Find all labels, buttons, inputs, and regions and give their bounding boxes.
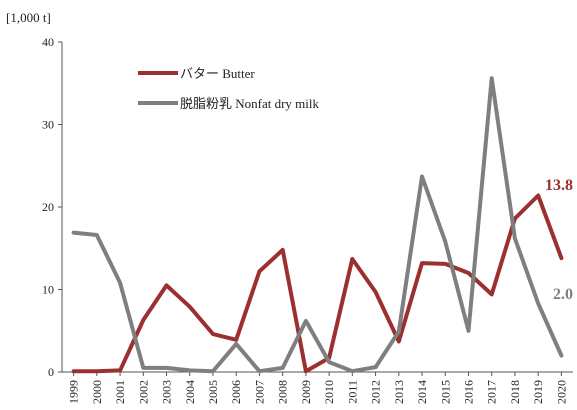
x-tick-label: 2019: [531, 380, 545, 404]
y-tick-label: 30: [42, 118, 54, 132]
legend-label-0: バター Butter: [180, 66, 255, 81]
x-tick-label: 2002: [136, 380, 150, 404]
x-tick-label: 2007: [252, 380, 266, 404]
y-tick-label: 20: [42, 200, 54, 214]
x-tick-label: 2006: [229, 380, 243, 404]
x-tick-label: 2010: [322, 380, 336, 404]
x-tick-label: 2003: [160, 380, 174, 404]
x-tick-label: 2001: [113, 380, 127, 404]
nonfat-end-label: 2.0: [553, 286, 573, 303]
series-line-0: [71, 193, 564, 374]
y-tick-label: 10: [42, 283, 54, 297]
y-tick-label: 40: [42, 35, 54, 49]
x-tick-label: 2013: [392, 380, 406, 404]
x-tick-label: 1999: [67, 380, 81, 404]
series-layer: 13.8 2.0: [71, 76, 573, 374]
x-tick-label: 2018: [508, 380, 522, 404]
x-tick-label: 2011: [345, 380, 359, 404]
legend: バター Butter 脱脂粉乳 Nonfat dry milk: [138, 66, 320, 111]
axes: 0 10 20 30 40 1999 2000 2001 2002 2003 2004 2005 200…: [42, 35, 573, 404]
y-unit-label: [1,000 t]: [6, 10, 51, 25]
legend-label-1: 脱脂粉乳 Nonfat dry milk: [180, 96, 320, 111]
series-line-1: [71, 76, 564, 374]
x-tick-label: 2000: [90, 380, 104, 404]
x-tick-label: 2016: [461, 380, 475, 404]
x-tick-label: 2009: [299, 380, 313, 404]
x-tick-label: 2005: [206, 380, 220, 404]
x-tick-label: 2015: [438, 380, 452, 404]
x-tick-label: 2004: [183, 380, 197, 404]
x-tick-label: 2012: [369, 380, 383, 404]
x-tick-label: 2020: [554, 380, 568, 404]
butter-end-label: 13.8: [545, 177, 573, 194]
x-tick-label: 2017: [485, 380, 499, 404]
x-tick-label: 2014: [415, 380, 429, 404]
x-tick-label: 2008: [276, 380, 290, 404]
y-tick-label: 0: [48, 365, 54, 379]
